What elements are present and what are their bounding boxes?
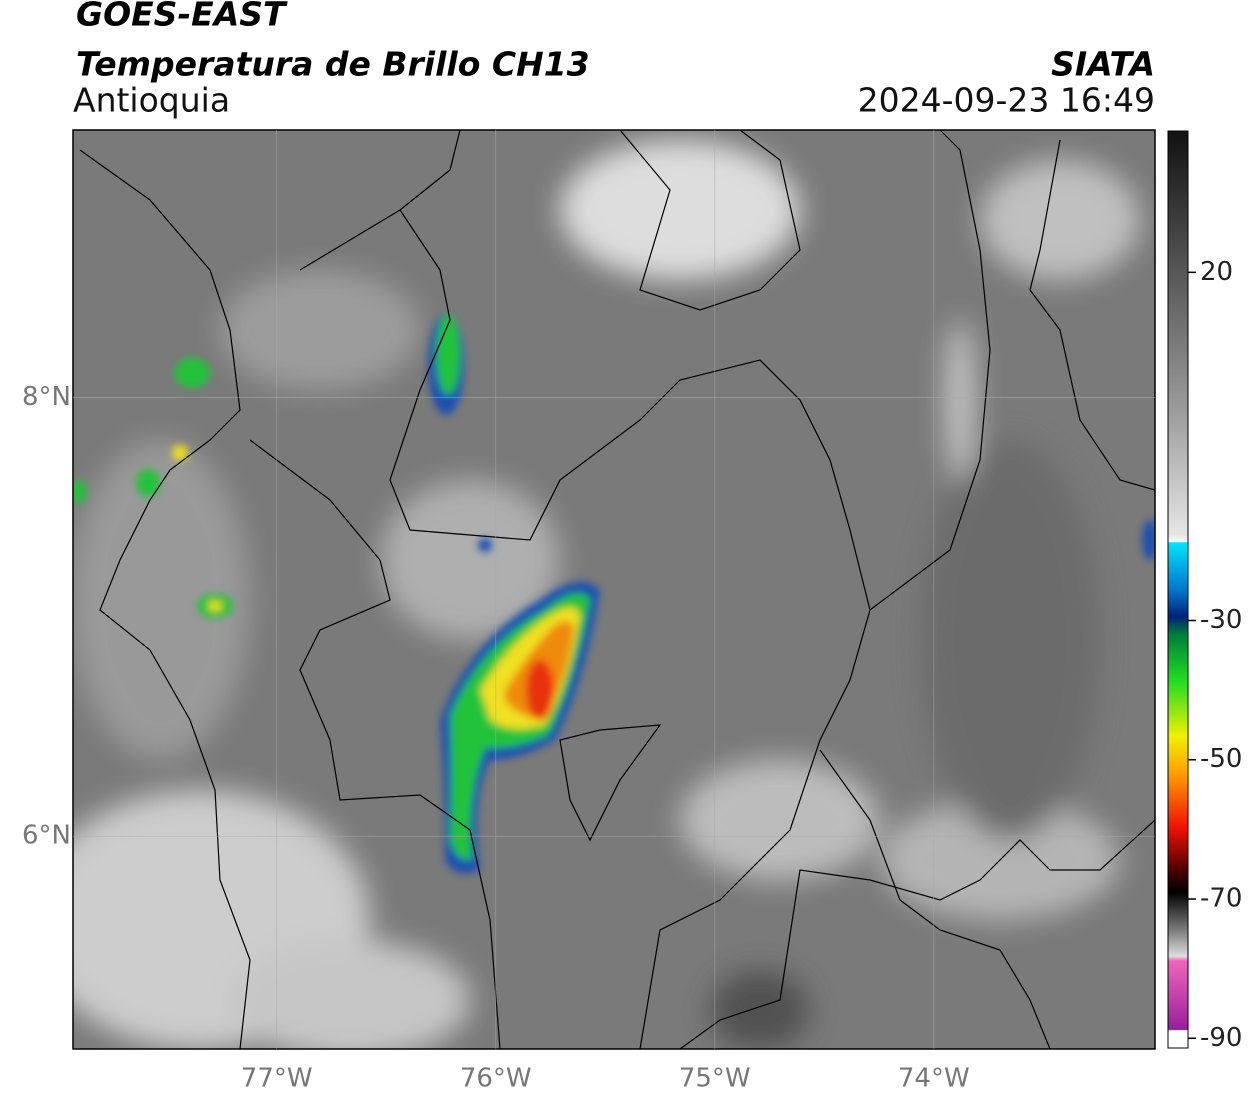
colorbar-tick-label: 20 [1200, 257, 1233, 287]
datetime: 2024-09-23 16:49 [858, 81, 1155, 120]
map-frame [72, 129, 1156, 1050]
x-tick-label: 75°W [679, 1064, 751, 1094]
colorbar-tick-label: -50 [1200, 744, 1242, 774]
x-tick-label: 74°W [898, 1064, 970, 1094]
region: Antioquia [73, 81, 230, 120]
satellite-image [73, 130, 1155, 1049]
title: GOES-EAST [76, 0, 288, 34]
x-tick-label: 77°W [241, 1064, 313, 1094]
colorbar-tick-label: -90 [1200, 1023, 1242, 1053]
colorbar-tick-label: -70 [1200, 883, 1242, 913]
x-tick-label: 76°W [460, 1064, 532, 1094]
colorbar [1167, 130, 1189, 1049]
y-tick-label: 6°N [22, 821, 71, 851]
y-tick-label: 8°N [22, 382, 71, 412]
subtitle: Temperatura de Brillo CH13 [76, 45, 590, 84]
colorbar-tick-label: -30 [1200, 605, 1242, 635]
source: SIATA [1051, 45, 1155, 84]
